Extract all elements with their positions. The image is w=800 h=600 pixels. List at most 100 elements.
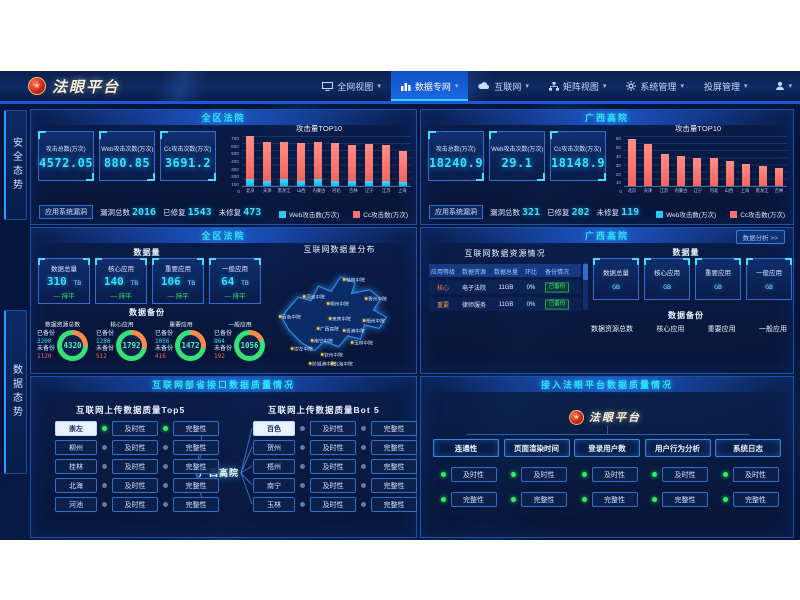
quality-row-梧州: 梧州 及时性 完整性 <box>253 459 417 474</box>
status-dot <box>511 472 516 477</box>
nav-item-4[interactable]: 系统管理 ▾ <box>616 71 694 101</box>
backup-category-label: 一般应用 <box>758 326 787 333</box>
map-label-柳州中院: 柳州中院 <box>327 300 349 307</box>
bar-辽宁 <box>689 136 705 186</box>
status-dot <box>361 445 366 450</box>
map-title: 互联网数据量分布 <box>303 245 376 254</box>
undone-label: 未备份 <box>213 345 232 352</box>
bar-吉林 <box>771 136 787 186</box>
done-label: 已备份 <box>154 330 173 337</box>
chevron-down-icon: ▾ <box>602 83 607 90</box>
quality-chip: 及时性 <box>310 459 356 474</box>
stat-box: 攻击总数(万次) 18240.9 <box>428 131 484 181</box>
backup-status-badge: 已备份 <box>545 298 569 310</box>
data-analysis-button[interactable]: 数据分析 >> <box>735 230 785 244</box>
table-header-cell: 备份情况 <box>545 268 569 276</box>
status-dot <box>163 464 168 469</box>
backup-donut-group: 一般应用 已备份 864 未备份 192 1056 <box>212 319 267 361</box>
nav-item-label: 矩阵视图 <box>562 81 599 92</box>
done-label: 已备份 <box>36 330 55 337</box>
bar-category-label: 内蒙古 <box>312 188 326 194</box>
sidebar-tab-data[interactable]: 数据态势 <box>4 310 27 474</box>
quality-row-河池: 河池 及时性 完整性 <box>55 497 219 512</box>
backup-category-label: 核心应用 <box>656 326 685 333</box>
quality-chip: 完整性 <box>173 440 219 455</box>
status-dot <box>511 497 516 502</box>
volume-label: 一般应用 <box>222 265 248 273</box>
legend-item: Cc攻击数(万次) <box>730 209 785 219</box>
data-backup-title: 数据备份 <box>129 308 165 317</box>
status-dot <box>652 497 657 502</box>
nav-item-0[interactable]: 全网视图 ▾ <box>312 71 391 101</box>
legend-item: Web攻击数(万次) <box>279 209 339 219</box>
panel-interface-quality: 互联网部省接口数据质量情况 互联网上传数据质量Top5 广西高院 互联网上传数据… <box>30 376 417 538</box>
vuln-item: 未修复 473 <box>219 207 262 218</box>
map-label-玉林中院: 玉林中院 <box>351 339 373 346</box>
platform-branches: 连通性 及时性 完整性 页面渲染时间 及时性 完整性 登录用户数 及时性 完整性 用户行为分析 及时… <box>433 439 781 507</box>
backup-label: 核心应用 <box>109 322 134 329</box>
nav-menu: 全网视图 ▾ 数据专网 ▾ 互联网 ▾ 矩阵视图 ▾ 系统管理 ▾ 投屏管理 ▾ <box>312 71 757 101</box>
chart-plot <box>242 136 411 187</box>
nav-item-5[interactable]: 投屏管理 ▾ <box>694 71 758 101</box>
nav-item-label: 投屏管理 <box>703 81 740 92</box>
backup-donut-group: 重要应用 已备份 1056 未备份 416 1472 <box>153 319 208 361</box>
status-dot <box>361 464 366 469</box>
table-scrollbar[interactable] <box>583 262 588 310</box>
panel-platform-quality: 接入法眼平台数据质量情况 ★ 法眼平台 连通性 及时性 完整性 页面渲染时间 及时性 完整… <box>420 376 794 538</box>
table-cell: 0% <box>526 283 536 291</box>
quality-row-百色: 百色 及时性 完整性 <box>253 421 417 436</box>
bar-chart-icon <box>400 82 411 91</box>
volume-label: 重要应用 <box>165 265 191 273</box>
quality-chip: 梧州 <box>253 459 295 474</box>
quality-chip: 及时性 <box>732 467 779 482</box>
legend-label: Web攻击数(万次) <box>666 212 717 219</box>
chart-categories: 北京 天津 黑龙江 山西 内蒙古 河北 吉林 辽宁 江苏 上海 <box>242 187 411 195</box>
status-dot <box>581 472 587 477</box>
top-nav-bar: ★ 法眼平台 全网视图 ▾ 数据专网 ▾ 互联网 ▾ 矩阵视图 ▾ 系统管理 ▾ 投屏管理 ▾ ▾ <box>0 71 800 102</box>
map-dot-icon <box>303 295 306 298</box>
map-dot-icon <box>321 353 324 356</box>
chart-legend: Web攻击数(万次) Cc攻击数(万次) <box>279 209 408 219</box>
quality-chip: 柳州 <box>55 440 97 455</box>
done-label: 已备份 <box>213 330 232 337</box>
done-label: 已备份 <box>95 330 114 337</box>
chart-y-axis: 60 50 40 30 20 10 0 <box>616 136 622 195</box>
vuln-label: 漏洞总数 <box>490 207 520 217</box>
table-body: 应用等级 数据资源 数据总量 环比 备份情况 核心 电子法院 11GB 0% 已备份 重要 律师服务 1… <box>429 264 581 311</box>
internet-resource-table: 互联网数据资源情况 应用等级 数据资源 数据总量 环比 备份情况 核心 电子法院 11GB 0%… <box>429 248 588 314</box>
platform-logo: ★ 法眼平台 <box>569 409 641 425</box>
bar-category-label: 辽宁 <box>365 188 374 194</box>
bar-山西 <box>722 136 738 186</box>
quality-chip: 南宁 <box>253 478 295 493</box>
quality-row-玉林: 玉林 及时性 完整性 <box>253 497 417 512</box>
map-dot-icon <box>363 319 366 322</box>
gear-icon <box>626 81 637 91</box>
vuln-item: 已修复 202 <box>547 207 590 218</box>
branch-box: 登录用户数 <box>574 439 640 457</box>
volume-box: 核心应用 140 TB — 持平 <box>95 258 147 304</box>
nav-item-1[interactable]: 数据专网 ▾ <box>390 71 469 101</box>
nav-item-2[interactable]: 互联网 ▾ <box>468 71 539 101</box>
table-cell: 11GB <box>498 283 514 291</box>
quality-chip: 完整性 <box>591 492 638 507</box>
table-row: 核心 电子法院 11GB 0% 已备份 <box>429 280 581 294</box>
attack-top10-chart: 攻击量TOP10 700 600 500 400 300 200 100 0 北京 天津 黑龙江山… <box>227 123 411 195</box>
legend-swatch <box>730 210 738 218</box>
map-label-南宁中院: 南宁中院 <box>311 337 333 344</box>
user-menu[interactable]: ▾ <box>767 71 800 101</box>
branch-页面渲染时间: 页面渲染时间 及时性 完整性 <box>503 439 570 507</box>
table-header-cell: 数据资源 <box>462 268 486 276</box>
quality-chip: 完整性 <box>521 492 567 507</box>
sidebar-tab-security[interactable]: 安全态势 <box>4 110 27 220</box>
map-dot-icon <box>329 317 332 320</box>
map-label-北海中院: 北海中院 <box>331 360 353 367</box>
nav-item-3[interactable]: 矩阵视图 ▾ <box>539 71 617 101</box>
map-label-广西高院: 广西高院 <box>317 325 339 332</box>
map-label-钦州中院: 钦州中院 <box>321 351 343 358</box>
status-dot <box>300 426 305 431</box>
platform-name: 法眼平台 <box>589 412 641 424</box>
quality-chip: 及时性 <box>112 497 158 512</box>
bar-category-label: 河北 <box>331 188 341 194</box>
status-dot <box>102 445 107 450</box>
quality-chip: 完整性 <box>371 440 417 455</box>
